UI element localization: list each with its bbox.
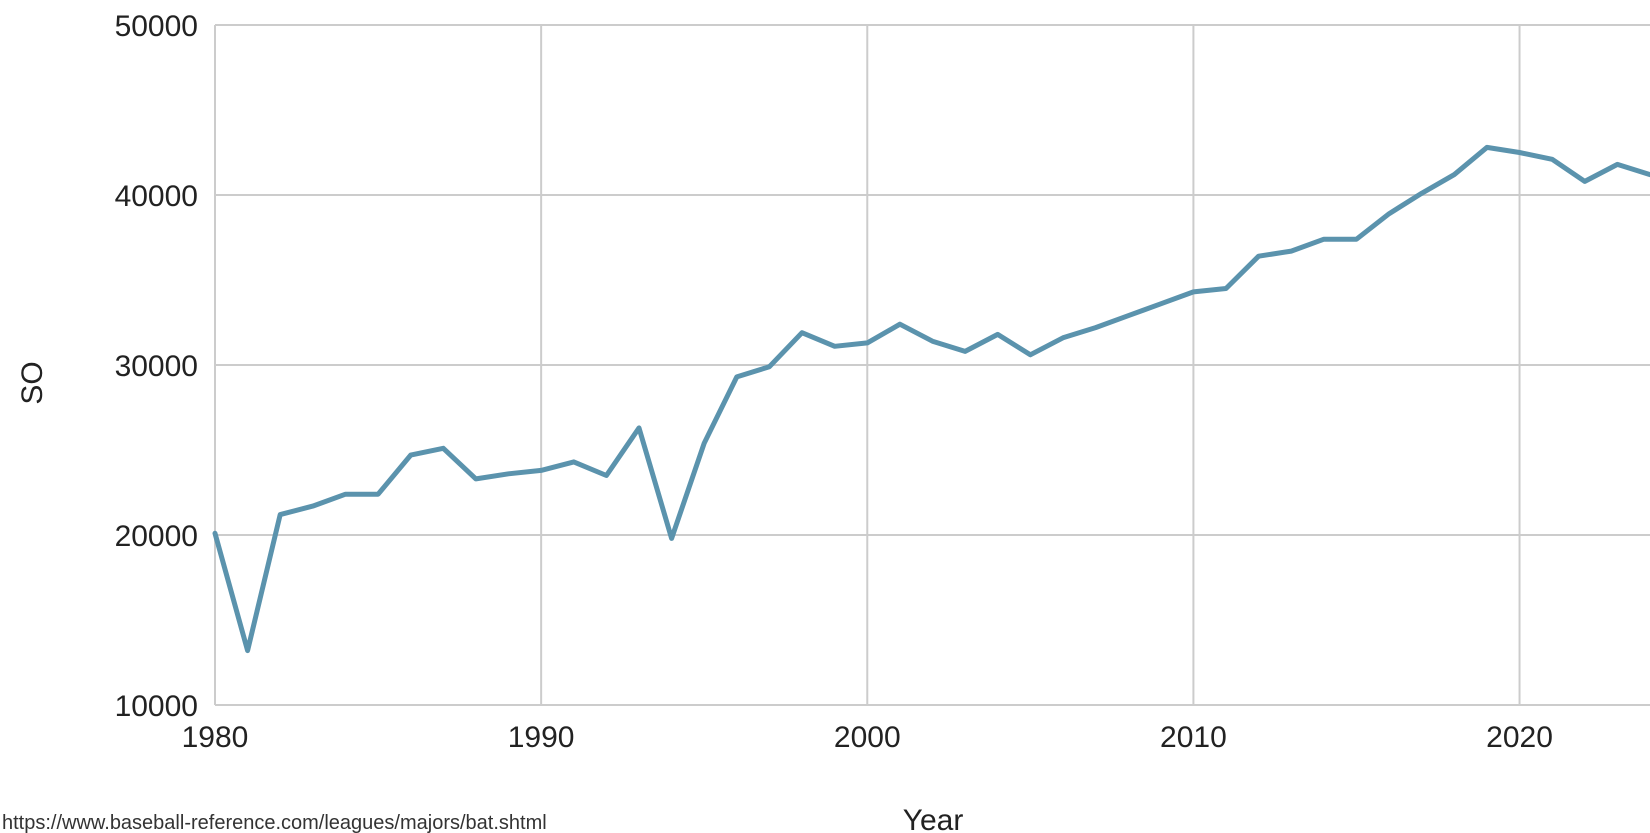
x-axis-title: Year xyxy=(903,804,964,833)
grid xyxy=(214,24,1650,706)
x-tick-label-2010: 2010 xyxy=(1160,721,1227,754)
x-tick-label-2000: 2000 xyxy=(834,721,901,754)
axis-ticks: 10000 20000 30000 40000 50000 1980 1990 2000 201… xyxy=(115,10,1553,754)
y-tick-label-40000: 40000 xyxy=(115,180,198,213)
y-tick-label-10000: 10000 xyxy=(115,690,198,723)
y-axis-title: SO xyxy=(16,361,49,404)
y-tick-label-50000: 50000 xyxy=(115,10,198,43)
y-tick-label-20000: 20000 xyxy=(115,520,198,553)
x-tick-label-1990: 1990 xyxy=(508,721,575,754)
source-note: https://www.baseball-reference.com/leagu… xyxy=(2,812,547,833)
x-tick-label-1980: 1980 xyxy=(182,721,249,754)
series-line-0 xyxy=(212,144,1650,654)
y-tick-label-30000: 30000 xyxy=(115,350,198,383)
x-tick-label-2020: 2020 xyxy=(1486,721,1553,754)
series-layer xyxy=(212,144,1650,654)
